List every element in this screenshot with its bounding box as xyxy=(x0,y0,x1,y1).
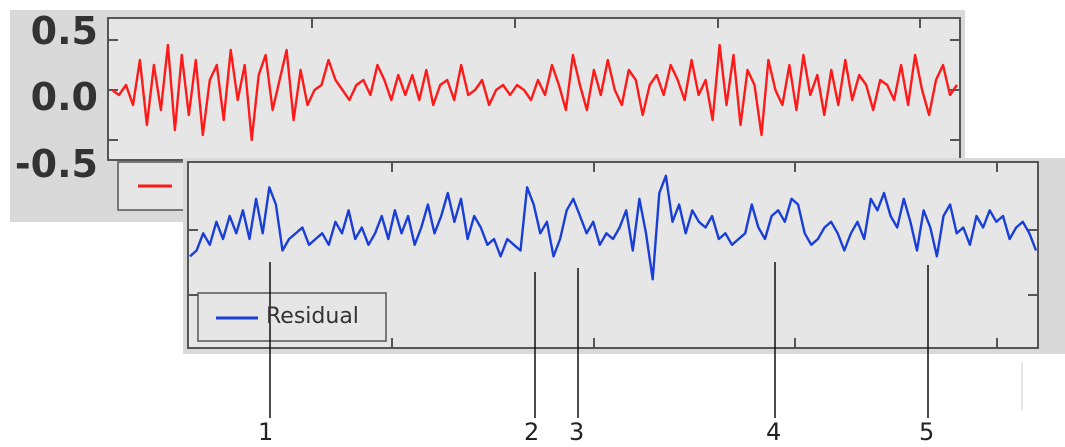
annotation-label-2: 2 xyxy=(524,418,540,446)
red-ytick-label-middle: 0.0 xyxy=(30,75,98,119)
red-ytick-label-top: 0.5 xyxy=(30,9,98,53)
annotation-label-1: 1 xyxy=(258,418,274,446)
annotation-label-5: 5 xyxy=(919,418,935,446)
annotation-label-3: 3 xyxy=(569,418,585,446)
red-ytick-label-bottom: -0.5 xyxy=(14,142,98,186)
blue-legend-label: Residual xyxy=(266,304,359,329)
blue-y-axis-ticks xyxy=(188,229,1038,296)
red-x-axis-ticks xyxy=(311,18,921,28)
red-chart-panel xyxy=(10,10,965,222)
blue-chart-panel xyxy=(183,158,1065,354)
blue-x-axis-ticks xyxy=(391,162,998,348)
red-series-line xyxy=(111,43,958,142)
blue-series-line xyxy=(189,174,1038,281)
annotation-label-4: 4 xyxy=(766,418,782,446)
annotation-markers xyxy=(269,262,1023,418)
